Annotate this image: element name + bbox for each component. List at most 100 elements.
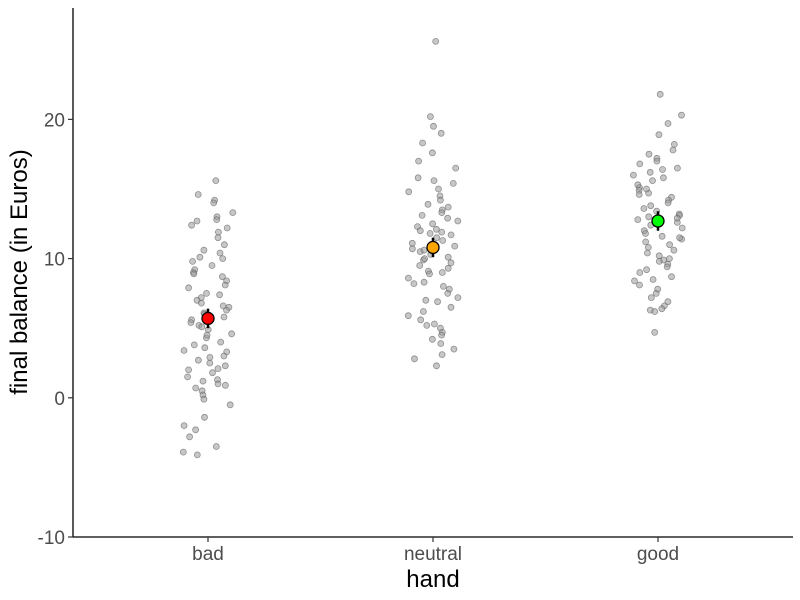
- data-point: [404, 274, 412, 282]
- data-point: [190, 341, 198, 349]
- data-point: [636, 281, 643, 289]
- data-point: [196, 253, 204, 261]
- data-point: [430, 122, 437, 130]
- data-point: [444, 289, 452, 297]
- data-point: [636, 269, 644, 276]
- data-point: [206, 359, 214, 367]
- x-axis-title: hand: [406, 566, 459, 593]
- data-point: [651, 308, 659, 315]
- data-point: [647, 294, 655, 302]
- data-point: [214, 365, 222, 373]
- data-point: [203, 331, 211, 339]
- data-point: [664, 199, 672, 207]
- data-point: [452, 164, 460, 172]
- mean-point: [426, 240, 440, 255]
- data-point: [435, 185, 442, 193]
- data-point: [438, 228, 446, 236]
- data-point: [444, 214, 452, 222]
- data-point: [194, 191, 202, 198]
- y-tick-label: -10: [38, 528, 65, 549]
- data-point: [439, 237, 447, 244]
- data-point: [203, 289, 210, 297]
- data-point: [415, 157, 423, 165]
- data-point: [673, 214, 681, 222]
- data-point: [649, 177, 656, 185]
- data-point: [408, 239, 416, 247]
- data-point: [408, 245, 416, 253]
- data-point: [666, 255, 673, 263]
- data-point: [664, 120, 672, 127]
- data-point: [630, 171, 637, 179]
- data-point: [436, 196, 444, 204]
- x-tick-label: good: [637, 544, 679, 565]
- data-point: [180, 347, 188, 354]
- data-point: [212, 443, 220, 450]
- data-point: [201, 413, 208, 421]
- data-point: [670, 246, 678, 254]
- data-point: [189, 257, 197, 265]
- mean-point: [651, 214, 665, 228]
- data-point: [444, 253, 452, 261]
- y-tick-label: 20: [44, 110, 65, 131]
- data-point: [420, 246, 428, 254]
- data-point: [185, 366, 193, 374]
- data-point: [645, 150, 653, 158]
- data-point: [411, 355, 418, 363]
- data-point: [421, 255, 429, 263]
- data-point: [179, 448, 187, 456]
- data-point: [404, 312, 412, 320]
- data-point: [642, 238, 650, 246]
- data-point: [451, 242, 459, 250]
- data-point: [188, 221, 196, 229]
- data-point: [193, 451, 201, 459]
- data-point: [208, 262, 216, 269]
- data-point: [221, 381, 229, 389]
- data-point: [194, 356, 202, 364]
- data-point: [190, 270, 198, 278]
- data-point: [432, 38, 440, 45]
- data-point: [644, 243, 652, 251]
- data-point: [634, 216, 642, 224]
- data-point: [447, 303, 455, 311]
- data-point: [636, 160, 644, 168]
- data-point: [192, 426, 200, 434]
- data-point: [449, 179, 457, 187]
- data-point: [209, 369, 216, 377]
- data-point: [180, 422, 188, 430]
- data-point: [200, 246, 208, 254]
- data-point: [643, 185, 650, 193]
- data-point: [426, 270, 433, 278]
- data-point: [635, 191, 643, 198]
- data-point: [437, 129, 445, 137]
- data-point: [640, 205, 648, 212]
- data-point: [210, 199, 218, 207]
- data-point: [428, 149, 436, 157]
- data-point: [439, 282, 447, 290]
- data-point: [200, 395, 208, 403]
- data-point: [405, 188, 413, 196]
- data-point: [434, 298, 442, 306]
- data-point: [419, 139, 427, 147]
- data-point: [433, 362, 440, 370]
- data-point: [447, 231, 455, 239]
- data-point: [428, 335, 436, 343]
- data-point: [201, 344, 209, 352]
- data-point: [221, 281, 229, 289]
- data-point: [223, 224, 231, 232]
- data-point: [192, 384, 200, 392]
- data-point: [213, 216, 221, 224]
- y-tick-label: 0: [54, 389, 65, 410]
- data-point: [424, 200, 432, 208]
- data-point: [212, 177, 220, 185]
- data-point: [674, 164, 681, 172]
- x-axis-ticks: bad neutral good: [192, 537, 679, 565]
- data-point: [218, 273, 226, 281]
- data-point: [417, 316, 425, 324]
- data-point: [419, 308, 427, 315]
- y-tick-label: 10: [44, 250, 65, 271]
- data-point: [676, 234, 683, 242]
- data-point: [197, 299, 205, 307]
- data-point: [229, 209, 237, 217]
- data-point: [656, 90, 664, 98]
- data-point: [420, 278, 428, 286]
